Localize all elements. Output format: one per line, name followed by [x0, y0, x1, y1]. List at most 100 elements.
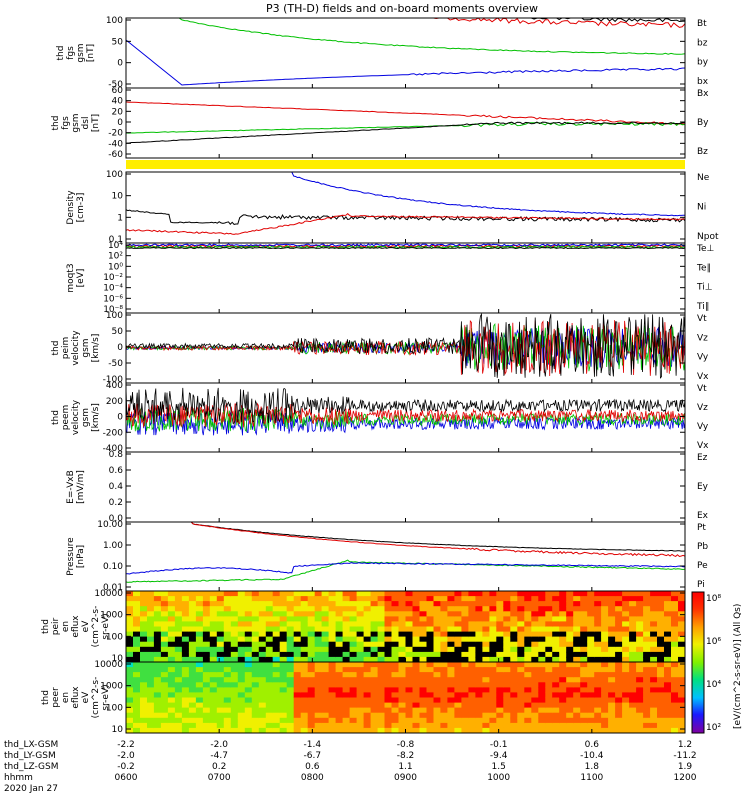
- heatmap-cell: [454, 651, 462, 658]
- heatmap-cell: [384, 596, 393, 602]
- heatmap-cell: [133, 667, 141, 673]
- heatmap-cell: [636, 667, 644, 673]
- heatmap-cell: [664, 656, 672, 662]
- heatmap-cell: [510, 687, 518, 694]
- heatmap-cell: [552, 616, 560, 623]
- ytick-label: -60: [108, 150, 123, 160]
- plot-area-peim-velocity: [126, 313, 685, 379]
- heatmap-cell: [503, 611, 511, 617]
- heatmap-cell: [384, 682, 393, 688]
- heatmap-cell: [545, 722, 553, 729]
- heatmap-cell: [195, 687, 204, 694]
- heatmap-cell: [482, 591, 490, 597]
- heatmap-cell: [195, 672, 204, 678]
- ylabel-line: sr-eV): [101, 613, 111, 639]
- heatmap-cell: [496, 616, 504, 623]
- heatmap-cell: [244, 636, 253, 643]
- heatmap-cell: [370, 636, 379, 643]
- heatmap-cell: [671, 687, 679, 694]
- heatmap-cell: [349, 656, 358, 662]
- heatmap-cell: [650, 682, 658, 688]
- heatmap-cell: [349, 651, 358, 658]
- heatmap-cell: [503, 727, 511, 733]
- heatmap-cell: [391, 626, 400, 633]
- heatmap-cell: [559, 646, 567, 653]
- heatmap-cell: [174, 677, 183, 683]
- heatmap-cell: [454, 672, 462, 678]
- heatmap-cell: [531, 667, 539, 673]
- heatmap-cell: [335, 677, 344, 683]
- heatmap-cell: [342, 646, 351, 653]
- heatmap-cell: [356, 596, 365, 602]
- heatmap-cell: [300, 626, 309, 633]
- heatmap-cell: [510, 727, 518, 733]
- heatmap-cell: [545, 712, 553, 719]
- heatmap-cell: [573, 687, 581, 694]
- heatmap-cell: [580, 717, 588, 724]
- heatmap-cell: [650, 616, 658, 623]
- heatmap-cell: [433, 667, 442, 673]
- heatmap-cell: [328, 687, 337, 694]
- heatmap-cell: [538, 611, 546, 617]
- heatmap-cell: [335, 662, 344, 668]
- heatmap-cell: [545, 727, 553, 733]
- heatmap-cell: [209, 641, 218, 648]
- heatmap-cell: [538, 646, 546, 653]
- heatmap-cell: [475, 626, 483, 633]
- heatmap-cell: [447, 697, 455, 704]
- ytick-label: 10: [112, 725, 124, 735]
- heatmap-cell: [216, 672, 225, 678]
- heatmap-cell: [510, 656, 518, 662]
- heatmap-cell: [433, 601, 442, 607]
- heatmap-cell: [216, 596, 225, 602]
- heatmap-cell: [475, 646, 483, 653]
- heatmap-cell: [643, 636, 651, 643]
- heatmap-cell: [510, 717, 518, 724]
- heatmap-cell: [545, 677, 553, 683]
- heatmap-cell: [629, 722, 637, 729]
- time-value: 0.2: [212, 762, 226, 772]
- heatmap-cell: [531, 626, 539, 633]
- heatmap-cell: [405, 641, 414, 648]
- heatmap-cell: [531, 616, 539, 623]
- ylabel-line: peim: [61, 337, 71, 360]
- heatmap-cell: [629, 606, 637, 612]
- heatmap-cell: [356, 651, 365, 658]
- heatmap-cell: [335, 631, 344, 638]
- heatmap-cell: [363, 646, 372, 653]
- heatmap-cell: [608, 636, 616, 643]
- heatmap-cell: [503, 692, 511, 699]
- heatmap-cell: [594, 631, 602, 638]
- heatmap-cell: [475, 621, 483, 628]
- heatmap-cell: [559, 656, 567, 662]
- heatmap-cell: [126, 727, 134, 733]
- heatmap-cell: [167, 687, 176, 694]
- heatmap-cell: [552, 611, 560, 617]
- heatmap-cell: [251, 722, 260, 729]
- heatmap-cell: [440, 616, 448, 623]
- heatmap-cell: [349, 717, 358, 724]
- heatmap-cell: [349, 631, 358, 638]
- heatmap-cell: [140, 611, 148, 617]
- heatmap-cell: [440, 727, 448, 733]
- heatmap-cell: [237, 596, 246, 602]
- heatmap-cell: [140, 641, 148, 648]
- heatmap-cell: [377, 682, 386, 688]
- heatmap-cell: [461, 606, 469, 612]
- heatmap-cell: [384, 616, 393, 623]
- ytick-label: 0.01: [103, 583, 123, 593]
- heatmap-cell: [398, 672, 407, 678]
- heatmap-cell: [608, 722, 616, 729]
- heatmap-cell: [335, 596, 344, 602]
- heatmap-cell: [140, 712, 148, 719]
- heatmap-cell: [328, 712, 337, 719]
- heatmap-cell: [594, 601, 602, 607]
- heatmap-cell: [440, 646, 448, 653]
- heatmap-cell: [384, 611, 393, 617]
- heatmap-cell: [133, 656, 141, 662]
- heatmap-cell: [384, 677, 393, 683]
- heatmap-cell: [559, 682, 567, 688]
- heatmap-cell: [559, 712, 567, 719]
- heatmap-cell: [202, 692, 211, 699]
- heatmap-cell: [174, 662, 183, 668]
